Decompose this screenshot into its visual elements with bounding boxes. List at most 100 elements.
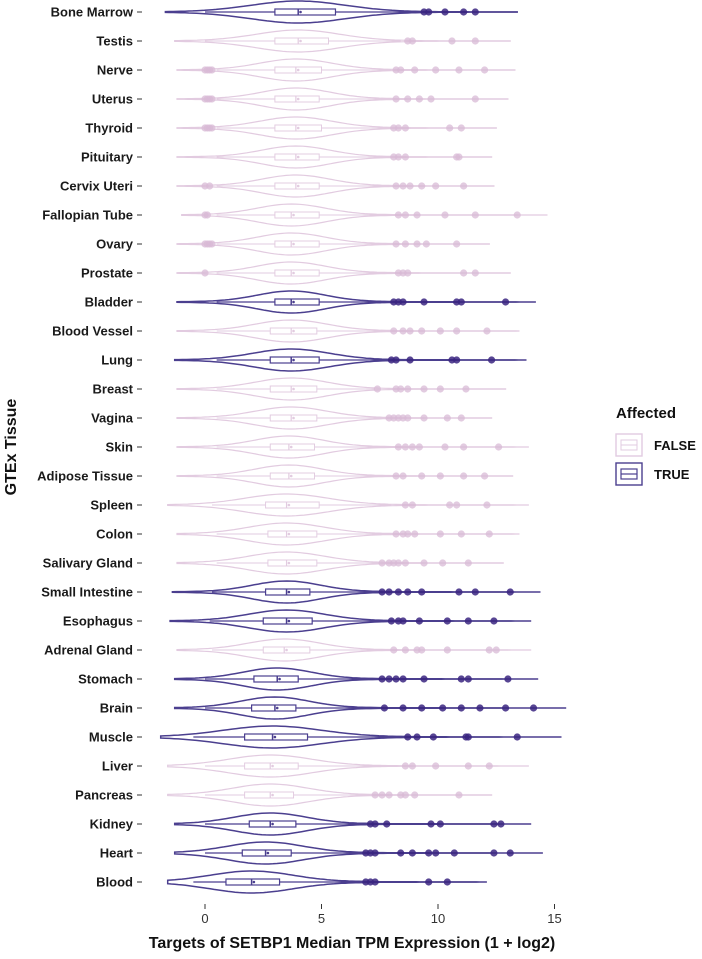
outlier-point-adrenal-gland-3 — [418, 646, 426, 654]
mean-adipose-tissue — [289, 474, 293, 478]
legend-key-false: FALSE — [615, 433, 696, 457]
outlier-point-colon-4 — [436, 530, 444, 538]
outlier-point-colon-6 — [485, 530, 493, 538]
outlier-point-pancreas-6 — [455, 791, 463, 799]
mean-bladder — [292, 300, 295, 304]
outlier-point-blood-vessel-4 — [436, 327, 444, 335]
outlier-point-adrenal-gland-1 — [401, 646, 409, 654]
tissue-vagina — [176, 406, 493, 430]
y-axis-title: GTEx Tissue — [3, 399, 20, 496]
outlier-point-bone-marrow-3 — [460, 8, 468, 16]
outlier-point-muscle-4 — [464, 733, 472, 741]
outlier-point-heart-5 — [425, 849, 433, 857]
violin-pituitary — [176, 145, 493, 169]
tissue-colon — [176, 522, 520, 546]
outlier-point-colon-5 — [457, 530, 465, 538]
outlier-point-kidney-5 — [490, 820, 498, 828]
outlier-point-skin-4 — [441, 443, 449, 451]
outlier-point-salivary-gland-6 — [439, 559, 447, 567]
tissue-adipose-tissue — [176, 464, 514, 488]
violin-skin — [176, 435, 529, 459]
violin-thyroid — [176, 116, 497, 140]
outlier-point-kidney-2 — [383, 820, 391, 828]
outlier-point-fallopian-tube-4 — [413, 211, 421, 219]
violin-brain — [173, 696, 567, 720]
outlier-point-blood-vessel-6 — [483, 327, 491, 335]
mean-thyroid — [296, 126, 300, 130]
tissue-label-thyroid: Thyroid — [85, 121, 133, 136]
tissue-esophagus — [169, 609, 532, 633]
box-bladder — [274, 298, 320, 306]
tissue-label-blood-vessel: Blood Vessel — [52, 324, 133, 339]
tissue-ovary — [176, 232, 490, 256]
tissue-label-skin: Skin — [106, 440, 134, 455]
mean-nerve — [296, 68, 300, 72]
outlier-point-blood-3 — [425, 878, 433, 886]
tissue-label-brain: Brain — [100, 701, 133, 716]
outlier-point-breast-6 — [462, 385, 470, 393]
tissue-bone-marrow — [164, 0, 518, 24]
mean-pancreas — [271, 793, 274, 797]
outlier-point-testis-2 — [448, 37, 456, 45]
outlier-point-breast-2 — [397, 385, 405, 393]
box-stomach — [253, 675, 299, 683]
legend-key-true: TRUE — [615, 462, 690, 486]
tissue-adrenal-gland — [176, 638, 532, 662]
mean-fallopian-tube — [292, 213, 295, 217]
outlier-point-liver-3 — [464, 762, 472, 770]
outlier-point-muscle-2 — [429, 733, 437, 741]
outlier-point-stomach-2 — [392, 675, 400, 683]
tissue-label-bone-marrow: Bone Marrow — [51, 5, 134, 20]
mean-esophagus — [287, 619, 291, 623]
tissue-label-muscle: Muscle — [89, 730, 133, 745]
outlier-point-esophagus-0 — [387, 617, 395, 625]
outlier-point-muscle-1 — [413, 733, 421, 741]
box-colon — [267, 530, 318, 538]
plot-area — [159, 0, 567, 894]
outlier-point-nerve-6 — [411, 66, 419, 74]
outlier-point-ovary-3 — [208, 240, 216, 248]
outlier-point-spleen-1 — [408, 501, 416, 509]
outlier-point-nerve-5 — [397, 66, 405, 74]
mean-salivary-gland — [287, 561, 291, 565]
outlier-point-brain-2 — [418, 704, 426, 712]
outlier-point-skin-3 — [415, 443, 423, 451]
outlier-point-breast-4 — [420, 385, 428, 393]
mean-bone-marrow — [299, 10, 302, 14]
outlier-point-liver-0 — [401, 762, 409, 770]
mean-lung — [292, 358, 295, 362]
outlier-point-bladder-2 — [399, 298, 407, 306]
outlier-point-prostate-0 — [201, 269, 209, 277]
outlier-point-lung-1 — [392, 356, 400, 364]
mean-blood-vessel — [292, 329, 295, 333]
outlier-point-pancreas-4 — [401, 791, 409, 799]
outlier-point-heart-8 — [490, 849, 498, 857]
violin-uterus — [176, 87, 509, 111]
tissue-label-vagina: Vagina — [91, 411, 134, 426]
tissue-testis — [174, 29, 511, 53]
x-tick-label-5: 5 — [318, 911, 325, 926]
violin-vagina — [176, 406, 493, 430]
violin-kidney — [173, 812, 532, 836]
violin-ovary — [176, 232, 490, 256]
tissue-label-pancreas: Pancreas — [75, 788, 133, 803]
tissue-nerve — [176, 58, 516, 82]
mean-liver — [271, 764, 274, 768]
violin-adipose-tissue — [176, 464, 514, 488]
x-axis: 0 5 10 15 — [201, 904, 562, 926]
outlier-point-esophagus-4 — [443, 617, 451, 625]
tissue-cervix-uteri — [176, 174, 495, 198]
outlier-point-cervix-uteri-1 — [206, 182, 214, 190]
outlier-point-colon-0 — [392, 530, 400, 538]
outlier-point-vagina-5 — [420, 414, 428, 422]
outlier-point-stomach-5 — [457, 675, 465, 683]
tissue-heart — [173, 841, 543, 865]
outlier-point-lung-4 — [453, 356, 461, 364]
outlier-point-blood-vessel-5 — [453, 327, 461, 335]
tissue-label-lung: Lung — [101, 353, 133, 368]
outlier-point-small-intestine-5 — [455, 588, 463, 596]
tissue-fallopian-tube — [181, 203, 548, 227]
outlier-point-thyroid-6 — [401, 124, 409, 132]
outlier-point-pituitary-4 — [455, 153, 463, 161]
